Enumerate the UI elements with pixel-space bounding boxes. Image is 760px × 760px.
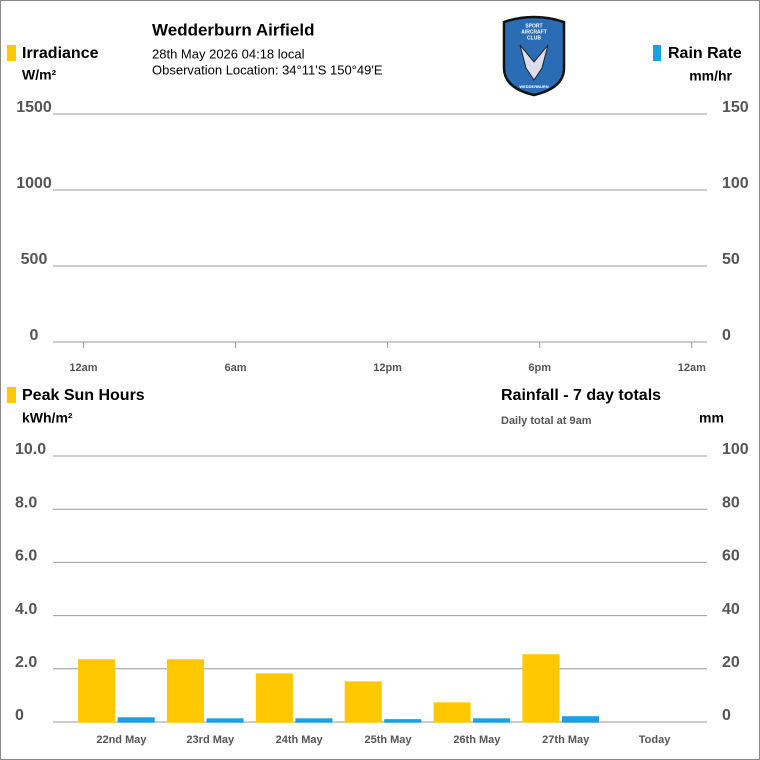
y-tick-label: 10.0 <box>15 441 46 458</box>
logo-text: WEDDERBURN <box>519 84 548 89</box>
logo-eagle <box>519 44 549 81</box>
datetime: 28th May 2026 04:18 local <box>152 46 305 61</box>
bar <box>117 717 155 723</box>
y-tick-label: 500 <box>21 251 48 268</box>
bar <box>295 718 333 723</box>
x-tick-label: 12am <box>678 362 706 374</box>
x-tick-label: 12pm <box>373 362 402 374</box>
y-tick-label: 0 <box>15 707 24 724</box>
y2-tick-label: 100 <box>722 441 749 458</box>
x-tick-label: 24th May <box>276 734 324 746</box>
legend-swatch <box>7 45 16 61</box>
bar <box>522 654 560 723</box>
y2-tick-label: 50 <box>722 251 740 268</box>
legend-swatch <box>653 45 661 61</box>
y-tick-label: 6.0 <box>15 548 37 565</box>
y2-tick-label: 100 <box>722 175 749 192</box>
y2-tick-label: 0 <box>722 707 731 724</box>
title: Wedderburn Airfield <box>152 20 314 39</box>
bar <box>206 718 244 723</box>
logo-text: CLUB <box>527 35 541 41</box>
subtitle: Daily total at 9am <box>501 415 592 427</box>
bar <box>433 702 471 723</box>
y-tick-label: 0 <box>30 327 39 344</box>
x-tick-label: 27th May <box>542 734 590 746</box>
legend-label: Rain Rate <box>668 45 742 62</box>
bar <box>384 719 422 723</box>
y2-tick-label: 150 <box>722 99 749 116</box>
y-axis-unit: W/m² <box>22 67 57 83</box>
x-tick-label: 26th May <box>453 734 501 746</box>
y-tick-label: 4.0 <box>15 601 37 618</box>
y-tick-label: 8.0 <box>15 494 37 511</box>
y-axis-unit: kWh/m² <box>22 410 73 426</box>
y2-tick-label: 60 <box>722 548 740 565</box>
bar <box>561 716 600 723</box>
x-tick-label: Today <box>639 734 671 746</box>
bar <box>255 673 293 723</box>
legend-swatch <box>7 387 16 403</box>
bar <box>78 659 116 723</box>
legend-label: Rainfall - 7 day totals <box>501 387 661 404</box>
y2-tick-label: 0 <box>722 327 731 344</box>
bar <box>473 718 511 723</box>
y-tick-label: 1000 <box>16 175 52 192</box>
legend-label: Peak Sun Hours <box>22 387 145 404</box>
y2-axis-unit: mm/hr <box>689 68 732 84</box>
legend-label: Irradiance <box>22 45 99 62</box>
logo-shield <box>502 15 566 97</box>
y2-tick-label: 40 <box>722 601 740 618</box>
location: Observation Location: 34°11'S 150°49'E <box>152 62 383 77</box>
x-tick-label: 23rd May <box>186 734 235 746</box>
bar <box>344 681 382 723</box>
y2-axis-unit: mm <box>699 410 724 426</box>
y-tick-label: 1500 <box>16 99 52 116</box>
logo-text: AIRCRAFT <box>521 29 547 35</box>
y2-tick-label: 20 <box>722 654 740 671</box>
y-tick-label: 2.0 <box>15 654 37 671</box>
x-tick-label: 25th May <box>364 734 412 746</box>
x-tick-label: 12am <box>69 362 97 374</box>
logo-text: SPORT <box>525 23 542 29</box>
y2-tick-label: 80 <box>722 494 740 511</box>
x-tick-label: 6am <box>224 362 246 374</box>
logo: SPORT AIRCRAFT CLUB WEDDERBURN <box>502 15 566 97</box>
x-tick-label: 22nd May <box>96 734 147 746</box>
bar <box>166 659 205 723</box>
x-tick-label: 6pm <box>528 362 551 374</box>
